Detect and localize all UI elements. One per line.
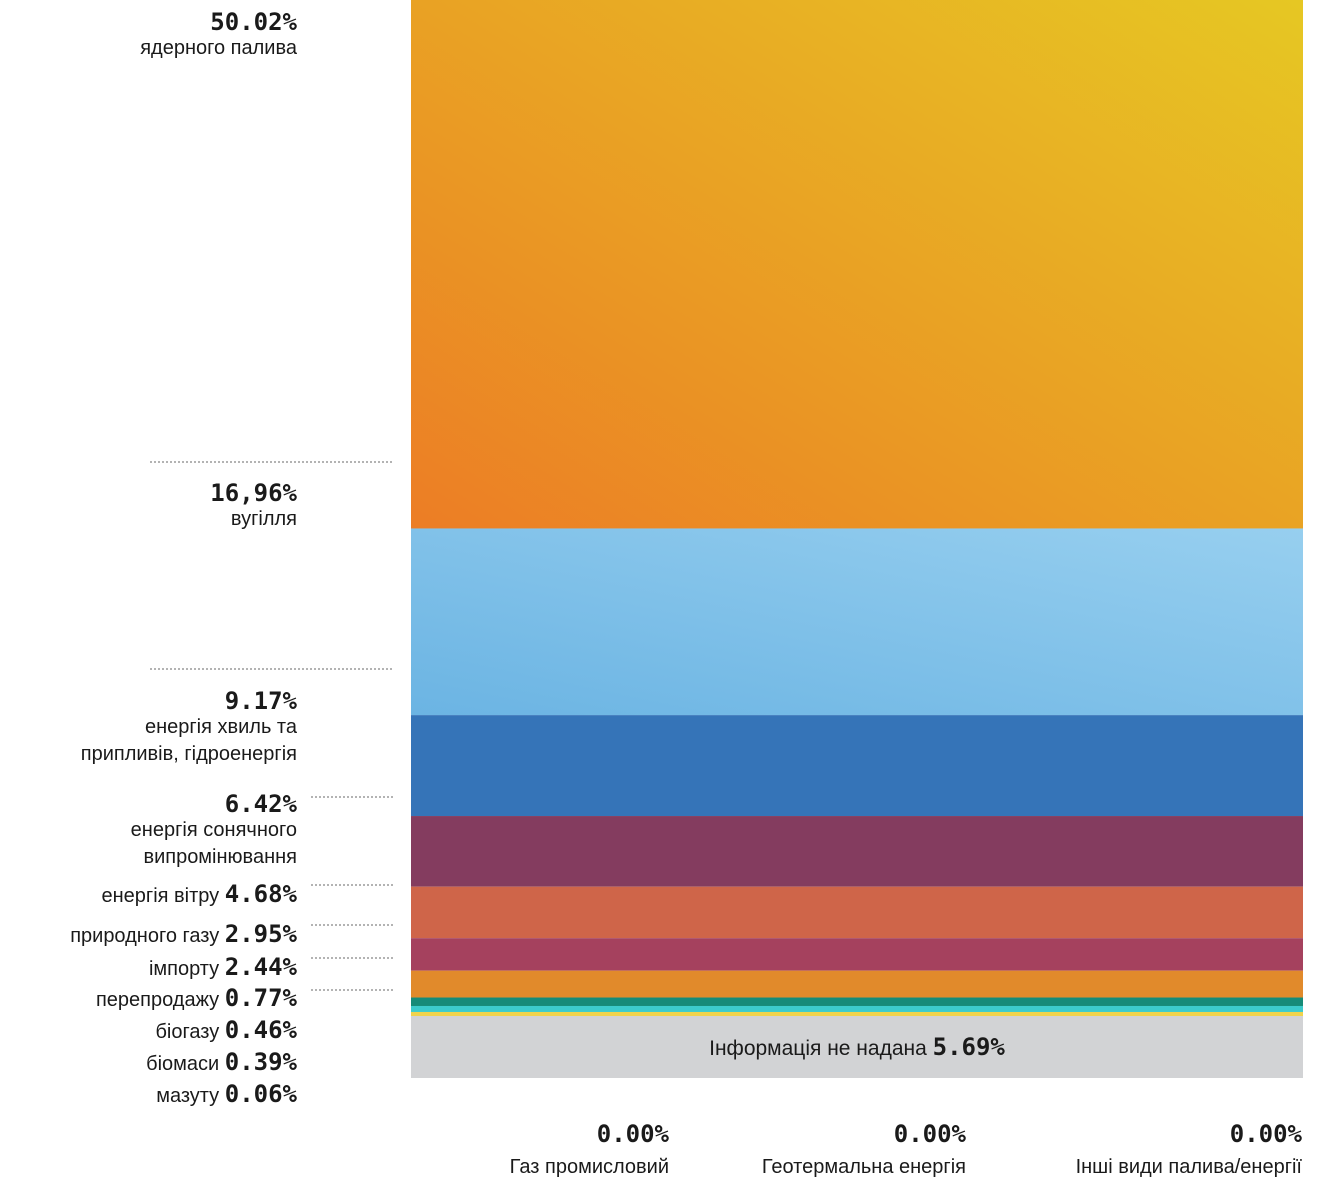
segment-label-2: 9.17%енергія хвиль та припливів, гідроене… (81, 687, 298, 765)
segment-name-1-line-0: вугілля (231, 508, 297, 530)
segment-5 (411, 938, 1303, 971)
segment-name-5: природного газу (70, 925, 225, 947)
segment-pct-1: 16,96% (210, 479, 297, 507)
segment-name-0-line-0: ядерного палива (140, 37, 298, 59)
segment-pct-7: 0.77% (225, 984, 298, 1012)
segment-name-9: біомаси (146, 1053, 225, 1075)
segment-labels: 50.02%ядерного палива16,96%вугілля9.17%е… (70, 8, 298, 1108)
segment-name-8: біогазу (155, 1021, 224, 1043)
segment-name-10: мазуту (156, 1085, 225, 1107)
segment-pct-4: 4.68% (225, 880, 298, 908)
zero-item-0: 0.00% Газ промисловий (510, 1120, 670, 1178)
stacked-bar: Інформація не надана 5.69% (411, 0, 1303, 1078)
segment-label-0: 50.02%ядерного палива (140, 8, 298, 59)
segment-name-2-line-0: енергія хвиль та (145, 716, 298, 738)
not-provided-pct: 5.69% (933, 1033, 1006, 1061)
zero-item-pct-0: 0.00% (597, 1120, 670, 1148)
zero-item-label-2: Інші види палива/енергії (1076, 1156, 1303, 1178)
segment-6 (411, 970, 1303, 998)
segment-1 (411, 528, 1303, 716)
segment-name-4: енергія вітру (102, 885, 225, 907)
segment-label-9: біомаси 0.39% (146, 1048, 297, 1076)
segment-pct-5: 2.95% (225, 920, 298, 948)
segment-not-provided (411, 1016, 1303, 1078)
segment-name-2-line-1: припливів, гідроенергія (81, 743, 297, 765)
segment-pct-3: 6.42% (225, 790, 298, 818)
segment-name-6: імпорту (149, 958, 225, 980)
segment-pct-8: 0.46% (225, 1016, 298, 1044)
segment-7 (411, 997, 1303, 1006)
segment-label-10: мазуту 0.06% (156, 1080, 297, 1108)
segment-3 (411, 816, 1303, 887)
not-provided-text: Інформація не надана (709, 1037, 933, 1060)
segment-4 (411, 886, 1303, 939)
segment-0 (411, 0, 1303, 529)
segment-label-7: перепродажу 0.77% (96, 984, 298, 1012)
segment-label-6: імпорту 2.44% (149, 953, 298, 981)
segment-9 (411, 1011, 1303, 1018)
segment-pct-0: 50.02% (210, 8, 297, 36)
segment-name-3-line-0: енергія сонячного (131, 819, 297, 841)
zero-item-label-1: Геотермальна енергія (762, 1156, 966, 1178)
segment-pct-10: 0.06% (225, 1080, 298, 1108)
segment-name-7: перепродажу (96, 989, 225, 1011)
segment-label-8: біогазу 0.46% (155, 1016, 297, 1044)
segment-pct-2: 9.17% (225, 687, 298, 715)
segment-name-3-line-1: випромінювання (143, 846, 297, 868)
zero-item-pct-2: 0.00% (1230, 1120, 1303, 1148)
segment-label-3: 6.42%енергія сонячного випромінювання (131, 790, 298, 868)
zero-item-label-0: Газ промисловий (510, 1156, 669, 1178)
segment-8 (411, 1005, 1303, 1012)
segment-label-5: природного газу 2.95% (70, 920, 297, 948)
segment-2 (411, 715, 1303, 817)
zero-item-2: 0.00% Інші види палива/енергії (1076, 1120, 1303, 1178)
leader-lines (150, 461, 393, 991)
segment-label-1: 16,96%вугілля (210, 479, 297, 530)
not-provided-label: Інформація не надана 5.69% (709, 1033, 1005, 1061)
zero-item-1: 0.00% Геотермальна енергія (762, 1120, 967, 1178)
zero-value-items: 0.00% Газ промисловий 0.00% Геотермальна ен… (510, 1120, 1303, 1178)
segment-pct-6: 2.44% (225, 953, 298, 981)
zero-item-pct-1: 0.00% (894, 1120, 967, 1148)
segment-label-4: енергія вітру 4.68% (102, 880, 298, 908)
segment-pct-9: 0.39% (225, 1048, 298, 1076)
